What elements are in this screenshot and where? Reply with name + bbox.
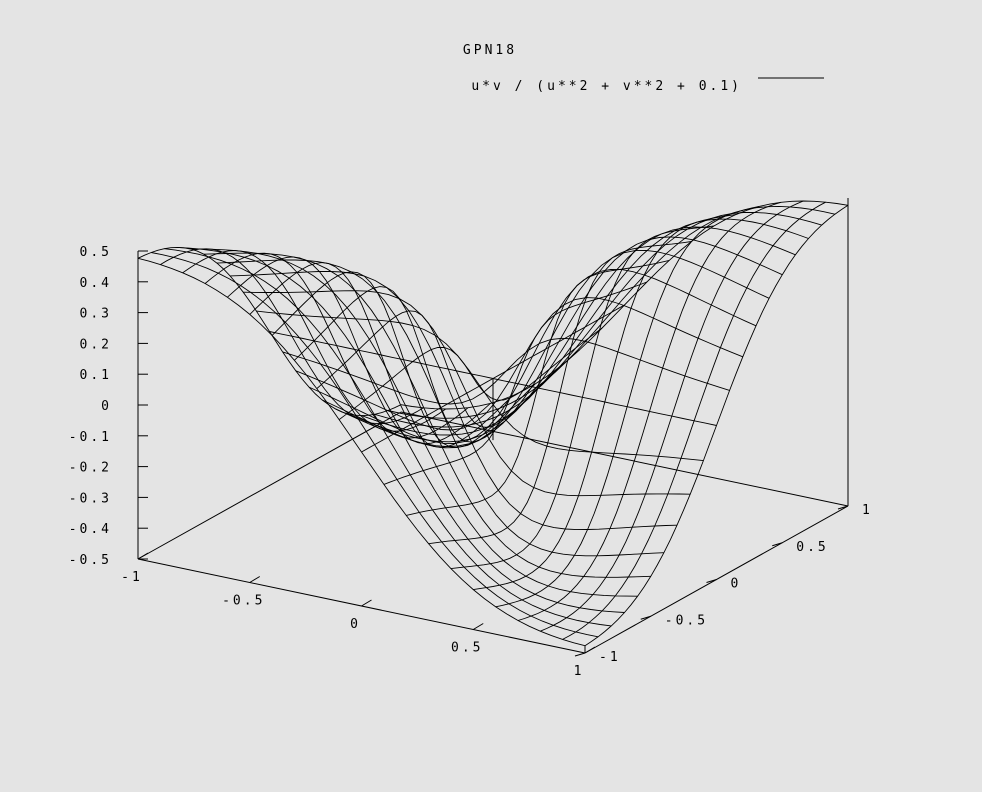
- mesh-line-v: [308, 268, 757, 444]
- x-tick-mark: [249, 576, 261, 583]
- mesh-line-v: [243, 290, 691, 497]
- mesh-line-v: [321, 249, 770, 449]
- z-tick-label: -0.1: [69, 430, 112, 445]
- mesh-line-v: [164, 248, 612, 627]
- z-tick-label: -0.4: [69, 522, 112, 537]
- x-tick-mark: [361, 599, 372, 607]
- z-tick-label: 0: [101, 399, 112, 414]
- y-tick-mark: [574, 652, 586, 657]
- back-base-edge: [400, 411, 849, 507]
- surface-mesh: [137, 200, 849, 647]
- x-tick-label: -0.5: [222, 594, 265, 609]
- mesh-line-v: [216, 259, 664, 557]
- mesh-line-v: [400, 200, 849, 410]
- mesh-line-v: [387, 205, 835, 419]
- y-tick-mark: [837, 505, 849, 510]
- z-tick-label: 0.5: [80, 245, 112, 260]
- z-tick-label: 0.2: [80, 337, 112, 352]
- mesh-line-v: [256, 310, 704, 462]
- z-tick-label: -0.5: [69, 553, 112, 568]
- mesh-line-v: [230, 271, 678, 531]
- y-axis-ticks: -1 -0.5 0 0.5 1: [574, 503, 873, 665]
- x-tick-label: 0.5: [451, 641, 483, 656]
- z-tick-label: 0.1: [80, 368, 112, 383]
- x-tick-label: 0: [350, 617, 361, 632]
- z-tick-label: -0.3: [69, 491, 112, 506]
- chart-title: GPN18: [463, 43, 517, 58]
- y-tick-label: -1: [599, 650, 621, 665]
- y-tick-label: 0: [731, 577, 742, 592]
- y-tick-mark: [640, 615, 651, 620]
- x-axis-ticks: -1 -0.5 0 0.5 1: [121, 552, 596, 679]
- x-tick-mark: [472, 623, 484, 630]
- mesh-line-v: [151, 252, 599, 638]
- mesh-line-v: [361, 218, 809, 436]
- x-tick-mark: [137, 552, 149, 560]
- back-left-base-edge: [137, 411, 402, 560]
- mesh-line-v: [282, 337, 730, 405]
- mesh-line-v: [269, 331, 717, 426]
- y-tick-label: 1: [862, 503, 873, 518]
- z-axis-ticks: 0.5 0.4 0.3 0.2 0.1 0 -0.1 -0.2 -0.3 -0.4 -0.5: [69, 245, 148, 568]
- mesh-line-v: [137, 257, 586, 647]
- y-tick-mark: [706, 579, 717, 583]
- y-tick-label: 0.5: [796, 540, 828, 555]
- x-tick-label: -1: [121, 570, 143, 585]
- y-tick-label: -0.5: [665, 613, 708, 628]
- mesh-line-v: [348, 226, 796, 443]
- legend-label: u*v / (u**2 + v**2 + 0.1): [471, 79, 742, 94]
- mesh-line-v: [374, 211, 822, 428]
- y-tick-mark: [772, 542, 783, 547]
- x-tick-label: 1: [574, 664, 585, 679]
- mesh-line-v: [203, 252, 651, 578]
- z-tick-label: 0.4: [80, 276, 112, 291]
- z-tick-label: 0.3: [80, 307, 112, 322]
- mesh-line-v: [295, 297, 743, 431]
- z-tick-label: -0.2: [69, 461, 112, 476]
- mesh-line-v: [190, 248, 638, 597]
- x-tick-mark: [584, 646, 596, 654]
- mesh-line-v: [335, 236, 783, 448]
